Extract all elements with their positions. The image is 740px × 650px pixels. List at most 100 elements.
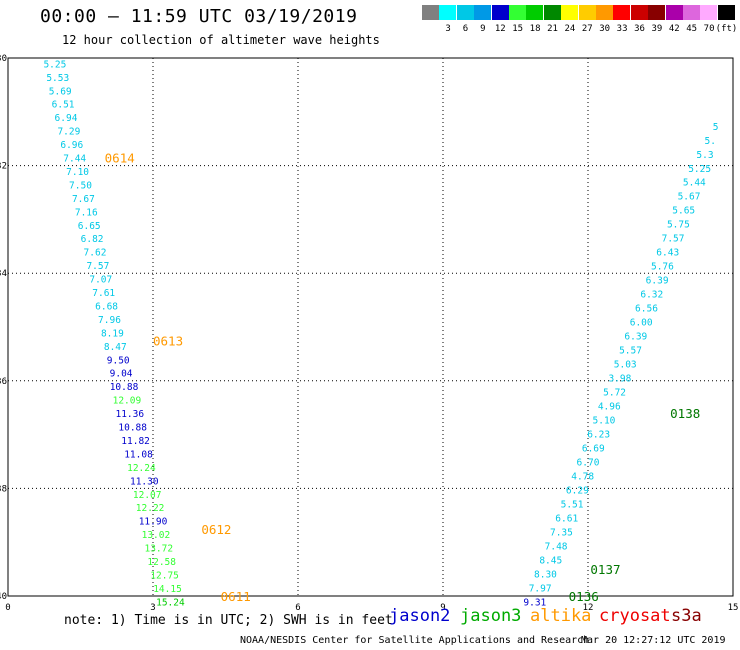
legend-swatch: [683, 5, 700, 20]
legend-swatch: [456, 5, 474, 20]
wave-height-value: 11.90: [139, 517, 168, 528]
wave-height-value: 8.45: [539, 555, 562, 566]
wave-height-value: 7.61: [92, 288, 115, 299]
pass-label: 0613: [153, 333, 183, 348]
wave-height-value: 12.07: [133, 490, 162, 501]
legend-swatch: [422, 5, 439, 20]
wave-height-value: 7.57: [86, 261, 109, 272]
mission-jason3: jason3: [460, 606, 522, 626]
page-subtitle: 12 hour collection of altimeter wave hei…: [62, 33, 380, 47]
legend-swatch: [509, 5, 526, 20]
wave-height-value: 6.94: [55, 113, 78, 124]
pass-label: 0611: [221, 589, 251, 604]
legend-label: 27: [581, 24, 593, 34]
track-altika: 5.25 5.53 5.69 6.51 6.94 7.29 6.96 7.44 7.10 7.50…: [43, 59, 250, 608]
legend-label: 33: [616, 24, 628, 34]
wave-height-value: 7.50: [69, 180, 92, 191]
legend-label: 18: [529, 24, 541, 34]
wave-height-value: 6.56: [635, 304, 658, 315]
wave-height-value: 12.22: [136, 503, 165, 514]
wave-height-value: 6.70: [577, 458, 600, 469]
wave-height-value: 9.31: [523, 597, 546, 608]
wave-height-value: 5.65: [672, 206, 695, 217]
wave-height-value: 6.68: [95, 301, 118, 312]
map-tick-labels: -30 -32 -34 -36 -38 -400 3 6 9 12 15: [0, 54, 738, 613]
wave-height-value: 5.03: [614, 360, 637, 371]
wave-height-value: 11.36: [115, 409, 144, 420]
wave-height-value: 5.10: [593, 416, 616, 427]
legend-swatch: [700, 5, 718, 20]
track-jason3: 9.31 7.97 8.30 8.45 7.48 7.35 6.61 5.51 6.29 4.78…: [523, 122, 718, 609]
wave-height-value: 6.39: [624, 332, 647, 343]
legend-swatch: [543, 5, 561, 20]
legend-swatch: [630, 5, 648, 20]
wave-height-value: 6.32: [640, 290, 663, 301]
mission-jason2: jason2: [389, 606, 451, 626]
wave-height-value: 13.72: [144, 544, 173, 555]
wave-height-value: 8.19: [101, 328, 124, 339]
lat-tick-label: -40: [0, 592, 7, 602]
wave-height-value: 7.07: [89, 275, 112, 286]
wave-height-value: 8.47: [104, 342, 127, 353]
wave-height-value: 5.44: [683, 178, 706, 189]
wave-height-value: 4.78: [571, 471, 594, 482]
wave-height-value: 10.88: [118, 423, 147, 434]
satellite-tracks: 5.25 5.53 5.69 6.51 6.94 7.29 6.96 7.44 7.10 7.50…: [43, 59, 718, 608]
wave-height-value: 7.48: [545, 541, 568, 552]
legend-label: 42: [668, 24, 680, 34]
wave-height-value: 5.25: [688, 164, 711, 175]
generated-timestamp: Mar 20 12:27:12 UTC 2019: [581, 635, 726, 646]
pass-label: 0136: [569, 589, 599, 604]
legend-label: 3: [445, 24, 451, 34]
wave-height-value: 7.67: [72, 194, 95, 205]
wave-height-value: 5.72: [603, 388, 626, 399]
wave-height-value: 5.3: [696, 150, 713, 161]
legend-swatch: [596, 5, 613, 20]
wave-height-value: 6.51: [52, 100, 75, 111]
mission-cryosat: cryosat: [599, 606, 671, 626]
lat-tick-label: -30: [0, 54, 7, 64]
wave-height-value: 6.29: [566, 485, 589, 496]
wave-height-value: 5.67: [678, 192, 701, 203]
legend-swatch: [526, 5, 544, 20]
wave-height-value: 7.16: [75, 207, 98, 218]
wave-height-value: 6.96: [60, 140, 83, 151]
wave-height-value: 5: [713, 122, 719, 133]
legend-swatch: [474, 5, 492, 20]
lon-tick-label: 9: [440, 603, 445, 613]
pass-label: 0137: [590, 562, 620, 577]
legend-swatch: [491, 5, 509, 20]
wave-height-value: 11.30: [130, 476, 159, 487]
legend-label: 24: [564, 24, 576, 34]
wave-height-value: 7.29: [57, 127, 80, 138]
legend-label: 39: [651, 24, 663, 34]
wave-height-value: 6.00: [630, 318, 653, 329]
wave-height-value: 13.02: [142, 530, 171, 541]
wave-height-value: 11.82: [121, 436, 150, 447]
wave-height-value: 8.30: [534, 569, 557, 580]
credit-line: NOAA/NESDIS Center for Satellite Applica…: [240, 635, 590, 646]
legend-swatch: [561, 5, 579, 20]
wave-height-value: 7.97: [529, 583, 552, 594]
lat-tick-label: -38: [0, 484, 7, 494]
wave-height-value: 6.39: [646, 276, 669, 287]
wave-height-value: 5.75: [667, 220, 690, 231]
wave-height-value: 4.96: [598, 402, 621, 413]
wave-height-value: 11.08: [124, 449, 153, 460]
legend-label: 45: [686, 24, 698, 34]
wave-height-value: 15.24: [156, 597, 185, 608]
pass-label: 0138: [670, 406, 700, 421]
lon-tick-label: 15: [728, 603, 739, 613]
legend-label: 36: [634, 24, 645, 34]
wave-height-value: 7.96: [98, 315, 121, 326]
legend-label: 6: [462, 24, 469, 34]
legend-swatch: [613, 5, 631, 20]
wave-height-value: 6.82: [81, 234, 104, 245]
lon-tick-label: 12: [583, 603, 594, 613]
wave-height-value: 7.44: [63, 154, 86, 165]
legend-label: 15: [512, 24, 524, 34]
wave-height-value: 6.61: [555, 513, 578, 524]
wave-height-value: 6.43: [656, 248, 679, 259]
wave-height-value: 6.65: [78, 221, 101, 232]
